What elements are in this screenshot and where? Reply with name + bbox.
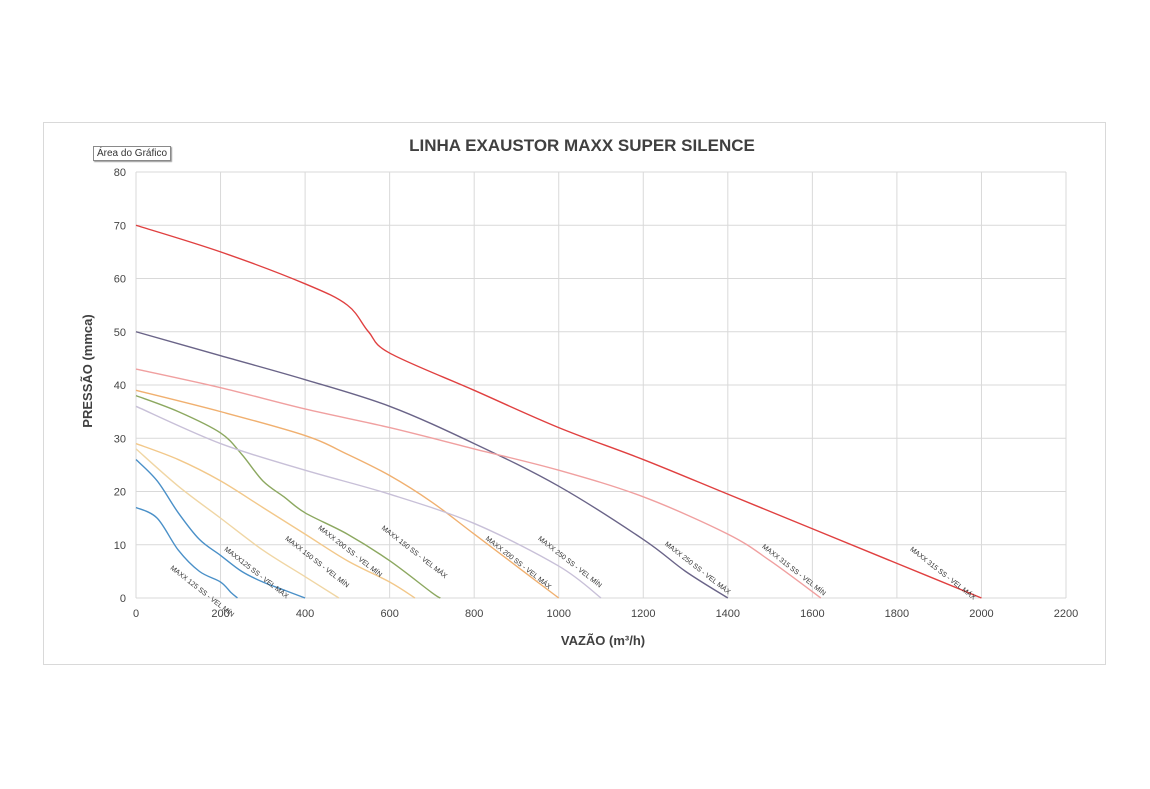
x-tick-label: 0 (133, 608, 139, 620)
x-tick-label: 1600 (800, 608, 824, 620)
series-label-8: MAXX 315 SS - VEL MÍN (760, 542, 828, 598)
x-axis-title: VAZÃO (m³/h) (561, 633, 645, 648)
y-tick-label: 50 (114, 327, 126, 339)
series-line-8 (135, 368, 822, 599)
x-tick-label: 600 (380, 608, 398, 620)
y-tick-label: 70 (114, 220, 126, 232)
series-label-7: MAXX 250 SS - VEL MÁX (663, 539, 733, 596)
series-line-3 (135, 442, 416, 599)
y-tick-label: 10 (114, 540, 126, 552)
series-line-6 (135, 405, 602, 599)
x-tick-label: 400 (296, 608, 314, 620)
y-tick-label: 80 (114, 167, 126, 179)
series-label-4: MAXX 150 SS - VEL MÁX (380, 523, 450, 580)
x-tick-label: 800 (465, 608, 483, 620)
chart-title: LINHA EXAUSTOR MAXX SUPER SILENCE (409, 136, 755, 155)
x-tick-label: 2200 (1054, 608, 1078, 620)
y-tick-label: 60 (114, 274, 126, 286)
x-tick-label: 1400 (716, 608, 740, 620)
x-tick-label: 2000 (969, 608, 993, 620)
y-tick-label: 0 (120, 593, 126, 605)
x-tick-label: 1000 (546, 608, 570, 620)
x-tick-label: 1800 (885, 608, 909, 620)
series-line-9 (135, 224, 982, 599)
series-line-2 (135, 448, 340, 599)
y-tick-label: 40 (114, 380, 126, 392)
y-axis-title: PRESSÃO (mmca) (80, 314, 95, 427)
series-line-7 (135, 331, 729, 599)
x-tick-label: 1200 (631, 608, 655, 620)
series-label-9: MAXX 315 SS - VEL MÁX (908, 545, 978, 602)
x-tick-label: 200 (211, 608, 229, 620)
series-line-4 (135, 394, 441, 599)
y-tick-label: 20 (114, 487, 126, 499)
series-group (135, 224, 982, 599)
series-line-1 (135, 459, 306, 599)
grid (135, 171, 1067, 599)
chart-area-tooltip: Área do Gráfico (93, 146, 172, 161)
series-line-0 (135, 506, 238, 599)
y-tick-label: 30 (114, 433, 126, 445)
series-label-1: MAXX125 SS - VEL MÁX (223, 545, 291, 601)
series-line-5 (135, 389, 560, 599)
